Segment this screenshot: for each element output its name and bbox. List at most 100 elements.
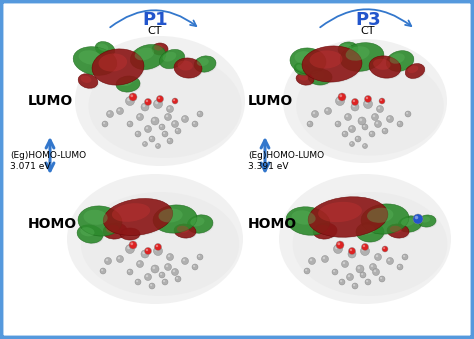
Circle shape: [336, 97, 345, 105]
Ellipse shape: [283, 39, 447, 163]
Ellipse shape: [309, 70, 333, 86]
Circle shape: [127, 269, 133, 275]
Circle shape: [342, 131, 348, 137]
Circle shape: [341, 260, 348, 267]
Circle shape: [176, 129, 178, 131]
Circle shape: [102, 121, 108, 127]
Ellipse shape: [339, 43, 359, 57]
Ellipse shape: [83, 210, 108, 225]
Ellipse shape: [122, 230, 134, 236]
Ellipse shape: [194, 56, 216, 72]
Ellipse shape: [419, 216, 437, 228]
Circle shape: [383, 129, 385, 131]
Circle shape: [153, 118, 155, 121]
Ellipse shape: [399, 217, 423, 233]
Ellipse shape: [92, 49, 144, 85]
Ellipse shape: [291, 49, 327, 75]
Ellipse shape: [178, 60, 193, 71]
Ellipse shape: [175, 225, 197, 239]
Circle shape: [168, 139, 170, 141]
Circle shape: [172, 268, 179, 276]
Ellipse shape: [163, 52, 176, 62]
Circle shape: [142, 104, 145, 107]
Ellipse shape: [340, 43, 384, 71]
Circle shape: [151, 265, 159, 273]
Circle shape: [376, 255, 378, 257]
Ellipse shape: [292, 211, 316, 225]
Text: P1: P1: [142, 11, 168, 29]
Circle shape: [146, 249, 148, 251]
Circle shape: [340, 280, 342, 282]
Circle shape: [149, 136, 155, 142]
Ellipse shape: [357, 223, 385, 243]
Circle shape: [365, 96, 372, 102]
Circle shape: [155, 101, 158, 104]
Circle shape: [138, 115, 140, 117]
Circle shape: [164, 114, 172, 120]
Ellipse shape: [187, 215, 213, 233]
Circle shape: [160, 125, 162, 127]
Circle shape: [182, 258, 189, 264]
Circle shape: [159, 124, 165, 130]
Circle shape: [382, 246, 388, 252]
Ellipse shape: [406, 65, 426, 79]
Circle shape: [130, 94, 133, 97]
Circle shape: [168, 255, 170, 257]
Circle shape: [366, 97, 368, 99]
Circle shape: [346, 115, 348, 117]
Ellipse shape: [103, 199, 173, 236]
Circle shape: [145, 247, 152, 255]
Ellipse shape: [89, 54, 241, 158]
Circle shape: [149, 283, 155, 289]
Circle shape: [176, 277, 178, 279]
Ellipse shape: [67, 174, 243, 304]
Ellipse shape: [310, 51, 343, 68]
Circle shape: [166, 105, 173, 113]
Ellipse shape: [81, 192, 239, 296]
Circle shape: [346, 274, 354, 280]
Circle shape: [127, 121, 133, 127]
Circle shape: [156, 144, 158, 146]
Circle shape: [127, 98, 130, 101]
Ellipse shape: [420, 217, 430, 222]
Circle shape: [154, 100, 163, 108]
Text: P3: P3: [355, 11, 381, 29]
Circle shape: [150, 284, 152, 286]
Circle shape: [106, 259, 108, 261]
Ellipse shape: [119, 78, 132, 86]
Ellipse shape: [408, 65, 419, 73]
Circle shape: [355, 136, 361, 142]
Ellipse shape: [369, 56, 401, 78]
Ellipse shape: [309, 198, 389, 238]
Circle shape: [117, 256, 124, 262]
Ellipse shape: [74, 48, 118, 76]
Circle shape: [311, 111, 319, 118]
Circle shape: [380, 99, 382, 101]
Circle shape: [360, 272, 366, 278]
Circle shape: [370, 132, 372, 134]
Circle shape: [337, 98, 340, 101]
Ellipse shape: [294, 63, 310, 75]
Ellipse shape: [286, 207, 330, 235]
Circle shape: [353, 284, 355, 286]
Circle shape: [358, 117, 366, 125]
Ellipse shape: [356, 222, 384, 242]
Circle shape: [198, 255, 200, 257]
Ellipse shape: [78, 74, 98, 88]
Circle shape: [103, 122, 105, 124]
Circle shape: [313, 112, 315, 114]
Circle shape: [371, 265, 373, 267]
Circle shape: [343, 262, 345, 264]
Circle shape: [362, 124, 368, 130]
Ellipse shape: [154, 206, 198, 234]
Circle shape: [172, 120, 179, 127]
Ellipse shape: [153, 205, 197, 233]
Circle shape: [136, 280, 138, 282]
Ellipse shape: [96, 43, 116, 57]
Circle shape: [321, 256, 328, 262]
Ellipse shape: [361, 204, 409, 234]
Circle shape: [137, 114, 144, 120]
Ellipse shape: [174, 58, 202, 78]
Ellipse shape: [153, 44, 169, 56]
Circle shape: [168, 107, 170, 109]
